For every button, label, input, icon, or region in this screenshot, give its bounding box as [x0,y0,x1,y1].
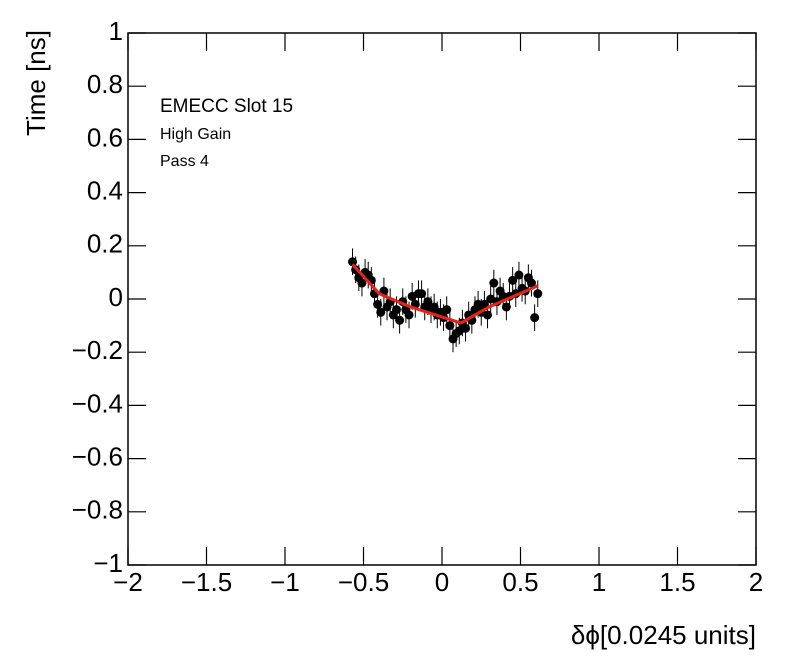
data-point [429,302,439,312]
x-tick-label: 1.5 [659,567,695,597]
x-tick-label: −1 [270,567,300,597]
y-tick-label: 0.4 [87,175,123,205]
annotation: Pass 4 [160,153,209,170]
y-tick-label: 0.8 [87,69,123,99]
y-tick-label: −0.8 [72,495,123,525]
x-tick-label: 1 [592,567,606,597]
annotation: EMECC Slot 15 [160,96,293,117]
data-point [501,302,511,312]
data-point [391,305,401,315]
y-tick-label: −0.2 [72,335,123,365]
data-point [423,297,433,307]
y-tick-label: 0 [109,282,123,312]
data-point [526,278,536,288]
data-point [417,289,427,299]
x-tick-label: 0 [435,567,449,597]
x-tick-label: 2 [749,567,763,597]
data-point [479,299,489,309]
data-point [530,313,540,323]
y-tick-label: −0.4 [72,388,123,418]
data-point [357,278,367,288]
y-tick-label: −0.6 [72,441,123,471]
y-axis-label: Time [ns] [21,30,51,136]
x-tick-label: −2 [113,567,143,597]
data-point [404,310,414,320]
x-tick-label: −0.5 [338,567,389,597]
annotation: High Gain [160,126,231,143]
y-tick-label: 1 [109,16,123,46]
x-axis-label: δϕ[0.0245 units] [571,620,756,650]
data-point [395,315,405,325]
data-point [483,310,493,320]
x-tick-label: −1.5 [181,567,232,597]
data-point [445,321,455,331]
data-point [461,323,471,333]
y-tick-label: 0.2 [87,229,123,259]
data-point [442,305,452,315]
data-point [508,275,518,285]
fit-line [351,263,539,325]
y-tick-label: −1 [93,548,123,578]
data-point [373,299,383,309]
data-point [376,307,386,317]
data-point [533,289,543,299]
y-tick-label: 0.6 [87,122,123,152]
data-point [473,299,483,309]
x-tick-label: 0.5 [502,567,538,597]
data-point [489,278,499,288]
data-point [348,257,358,267]
data-point [514,270,524,280]
